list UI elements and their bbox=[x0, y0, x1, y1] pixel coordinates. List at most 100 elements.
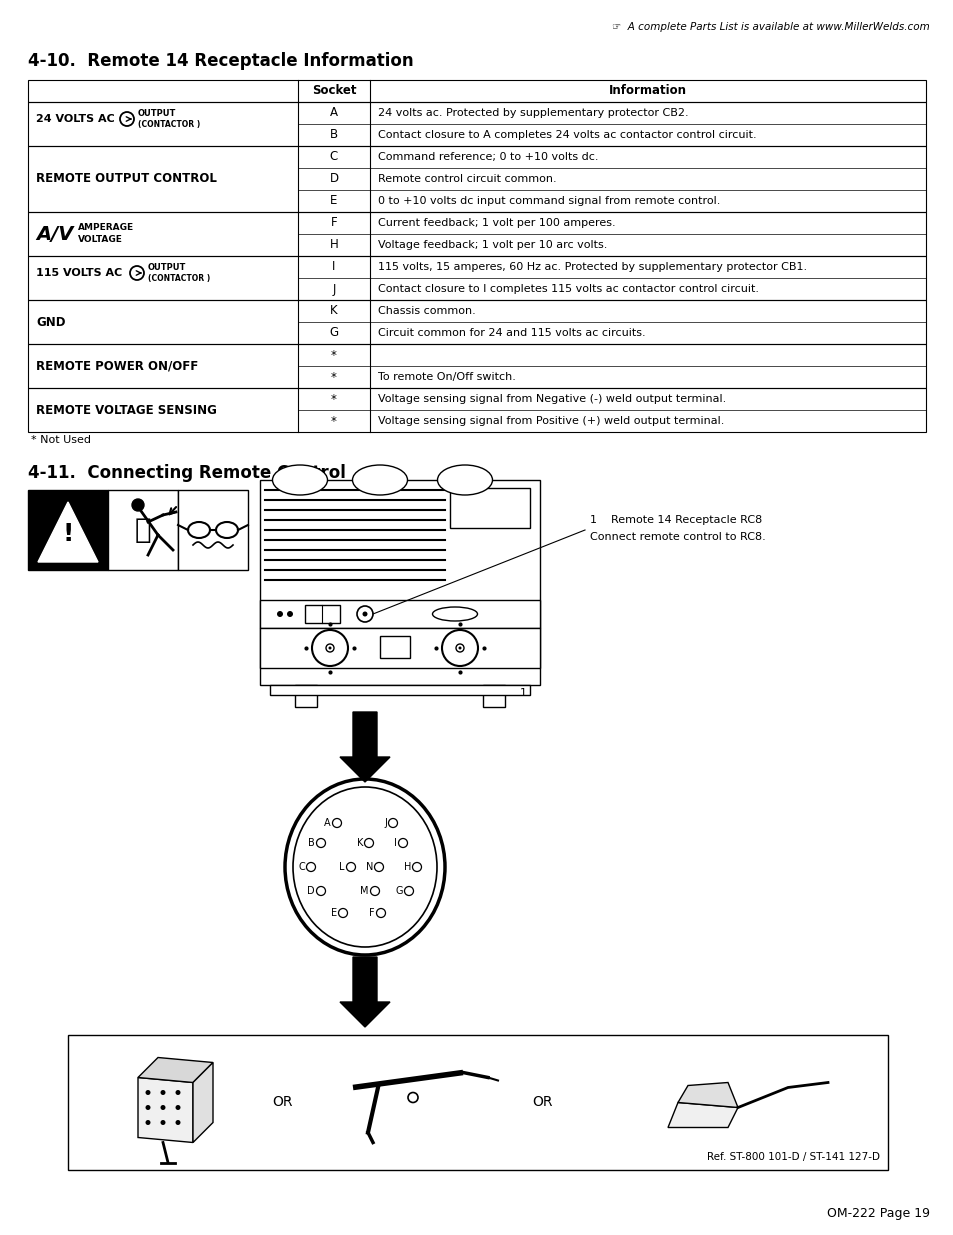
Text: Remote control circuit common.: Remote control circuit common. bbox=[377, 174, 556, 184]
Ellipse shape bbox=[437, 466, 492, 495]
Text: Command reference; 0 to +10 volts dc.: Command reference; 0 to +10 volts dc. bbox=[377, 152, 598, 162]
Text: VOLTAGE: VOLTAGE bbox=[78, 235, 123, 243]
Bar bbox=[28, 256, 925, 300]
Circle shape bbox=[175, 1105, 180, 1110]
Text: B: B bbox=[308, 839, 314, 848]
Text: GND: GND bbox=[36, 315, 66, 329]
Text: D: D bbox=[307, 885, 314, 897]
Text: 24 volts ac. Protected by supplementary protector CB2.: 24 volts ac. Protected by supplementary … bbox=[377, 107, 688, 119]
Text: Voltage feedback; 1 volt per 10 arc volts.: Voltage feedback; 1 volt per 10 arc volt… bbox=[377, 240, 607, 249]
Text: E: E bbox=[330, 194, 337, 207]
Text: *: * bbox=[331, 415, 336, 427]
Text: 4-10.  Remote 14 Receptacle Information: 4-10. Remote 14 Receptacle Information bbox=[28, 52, 414, 70]
Polygon shape bbox=[339, 957, 390, 1028]
Text: !: ! bbox=[62, 522, 73, 546]
Text: I: I bbox=[394, 839, 396, 848]
Text: Ref. ST-800 101-D / ST-141 127-D: Ref. ST-800 101-D / ST-141 127-D bbox=[706, 1152, 879, 1162]
Circle shape bbox=[316, 887, 325, 895]
Bar bbox=[28, 212, 925, 256]
Bar bbox=[260, 480, 539, 685]
Text: AMPERAGE: AMPERAGE bbox=[78, 222, 134, 231]
Text: H: H bbox=[403, 862, 411, 872]
Polygon shape bbox=[138, 1057, 213, 1083]
Bar bbox=[270, 685, 530, 695]
Text: J: J bbox=[384, 818, 387, 827]
Text: A: A bbox=[330, 106, 337, 120]
Text: 4-11.  Connecting Remote Control: 4-11. Connecting Remote Control bbox=[28, 464, 346, 482]
Polygon shape bbox=[38, 501, 98, 562]
Circle shape bbox=[132, 499, 144, 511]
Polygon shape bbox=[138, 1077, 193, 1142]
Bar bbox=[28, 80, 925, 103]
Bar bbox=[28, 103, 925, 146]
Text: Voltage sensing signal from Negative (-) weld output terminal.: Voltage sensing signal from Negative (-)… bbox=[377, 394, 725, 404]
Circle shape bbox=[160, 1120, 165, 1125]
Circle shape bbox=[375, 862, 383, 872]
Circle shape bbox=[306, 862, 315, 872]
Text: I: I bbox=[332, 261, 335, 273]
Text: *: * bbox=[331, 393, 336, 405]
Bar bbox=[28, 490, 108, 571]
Circle shape bbox=[160, 1091, 165, 1095]
Polygon shape bbox=[678, 1083, 738, 1108]
Text: 115 volts, 15 amperes, 60 Hz ac. Protected by supplementary protector CB1.: 115 volts, 15 amperes, 60 Hz ac. Protect… bbox=[377, 262, 806, 272]
Circle shape bbox=[146, 1105, 151, 1110]
Circle shape bbox=[398, 839, 407, 847]
Circle shape bbox=[346, 862, 355, 872]
Text: Chassis common.: Chassis common. bbox=[377, 306, 476, 316]
Bar bbox=[305, 605, 339, 622]
Text: K: K bbox=[356, 839, 363, 848]
Polygon shape bbox=[667, 1103, 738, 1128]
Bar bbox=[379, 636, 410, 658]
Circle shape bbox=[404, 887, 413, 895]
Circle shape bbox=[328, 646, 331, 650]
Bar bbox=[482, 685, 504, 706]
Text: OUTPUT: OUTPUT bbox=[148, 263, 186, 273]
Text: Socket: Socket bbox=[312, 84, 355, 98]
Text: OM-222 Page 19: OM-222 Page 19 bbox=[826, 1207, 929, 1220]
Text: B: B bbox=[330, 128, 337, 142]
Text: G: G bbox=[329, 326, 338, 340]
Circle shape bbox=[287, 611, 293, 618]
Text: M: M bbox=[360, 885, 369, 897]
Text: OR: OR bbox=[273, 1095, 293, 1109]
Ellipse shape bbox=[285, 779, 444, 955]
Text: A/V: A/V bbox=[36, 225, 73, 243]
Bar bbox=[450, 488, 530, 529]
Circle shape bbox=[338, 909, 347, 918]
Bar bbox=[294, 685, 316, 706]
Text: A: A bbox=[324, 818, 331, 827]
Text: REMOTE VOLTAGE SENSING: REMOTE VOLTAGE SENSING bbox=[36, 404, 216, 416]
Text: D: D bbox=[329, 173, 338, 185]
Text: Circuit common for 24 and 115 volts ac circuits.: Circuit common for 24 and 115 volts ac c… bbox=[377, 329, 645, 338]
Text: (CONTACTOR ): (CONTACTOR ) bbox=[138, 120, 200, 128]
Text: 1    Remote 14 Receptacle RC8: 1 Remote 14 Receptacle RC8 bbox=[589, 515, 761, 525]
Text: L: L bbox=[339, 862, 345, 872]
Polygon shape bbox=[339, 713, 390, 782]
Text: Information: Information bbox=[608, 84, 686, 98]
Text: * Not Used: * Not Used bbox=[30, 435, 91, 445]
Text: Contact closure to A completes 24 volts ac contactor control circuit.: Contact closure to A completes 24 volts … bbox=[377, 130, 756, 140]
Text: F: F bbox=[331, 216, 337, 230]
Text: C: C bbox=[330, 151, 337, 163]
Polygon shape bbox=[439, 488, 450, 530]
Ellipse shape bbox=[352, 466, 407, 495]
Circle shape bbox=[412, 862, 421, 872]
Text: Contact closure to I completes 115 volts ac contactor control circuit.: Contact closure to I completes 115 volts… bbox=[377, 284, 759, 294]
Bar bbox=[28, 300, 925, 345]
Text: *: * bbox=[331, 370, 336, 384]
Circle shape bbox=[316, 839, 325, 847]
Circle shape bbox=[376, 909, 385, 918]
Bar bbox=[358, 789, 371, 797]
Bar bbox=[108, 490, 178, 571]
Bar bbox=[28, 146, 925, 212]
Bar bbox=[28, 345, 925, 388]
Text: REMOTE POWER ON/OFF: REMOTE POWER ON/OFF bbox=[36, 359, 198, 373]
Bar bbox=[260, 629, 539, 668]
Bar bbox=[178, 490, 248, 571]
Text: REMOTE OUTPUT CONTROL: REMOTE OUTPUT CONTROL bbox=[36, 173, 216, 185]
Text: E: E bbox=[331, 908, 336, 918]
Circle shape bbox=[362, 611, 367, 616]
Bar bbox=[68, 1035, 887, 1170]
Text: ☞  A complete Parts List is available at www.MillerWelds.com: ☞ A complete Parts List is available at … bbox=[612, 22, 929, 32]
